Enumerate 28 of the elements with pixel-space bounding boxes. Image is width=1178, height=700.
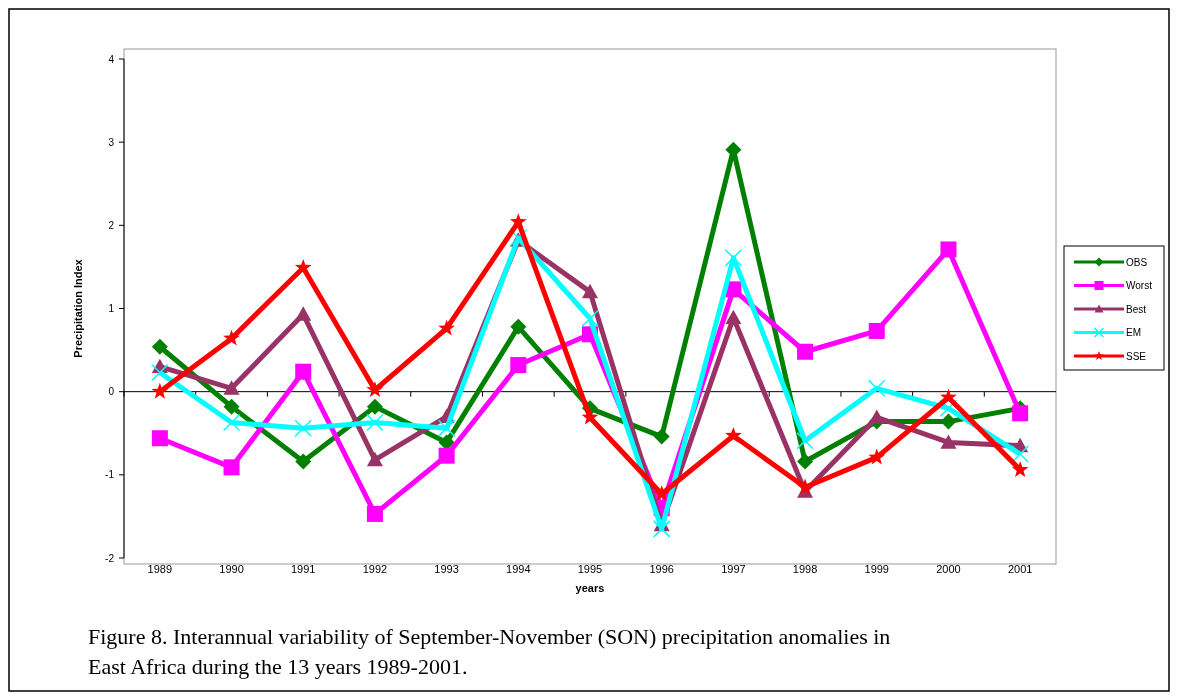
x-tick-label: 1999 <box>864 563 890 575</box>
legend-label: Best <box>1126 303 1147 315</box>
x-tick-label: 1994 <box>506 563 531 575</box>
y-axis-title: Precipitation Index <box>72 258 84 358</box>
x-tick-label: 1996 <box>649 563 674 575</box>
legend-label: SSE <box>1126 350 1147 362</box>
y-tick-label: 3 <box>108 136 115 148</box>
legend-label: OBS <box>1126 256 1148 268</box>
x-tick-label: 2001 <box>1007 563 1033 575</box>
x-tick-label: 1990 <box>219 563 244 575</box>
y-tick-label: -1 <box>105 469 115 481</box>
y-tick-label: 4 <box>108 53 115 65</box>
y-tick-label: 0 <box>108 386 115 398</box>
legend-label: EM <box>1126 327 1141 338</box>
text: Figure 8. Interannual variability of September-November (SON) precipitation anomalies in East Africa during the 13 years 1989-2001. <box>88 624 891 679</box>
x-tick-label: 1992 <box>362 563 388 575</box>
x-tick-label: 1995 <box>577 563 603 575</box>
x-tick-label: 1993 <box>434 563 459 575</box>
x-axis-title: years <box>575 582 605 594</box>
y-tick-label: 1 <box>108 303 115 314</box>
x-tick-label: 1989 <box>147 563 173 575</box>
y-tick-label: -2 <box>105 552 115 564</box>
legend-label: Worst <box>1126 280 1153 291</box>
y-tick-label: 2 <box>108 219 115 231</box>
x-tick-label: 1997 <box>721 563 746 575</box>
x-tick-label: 1998 <box>792 563 818 575</box>
x-tick-label: 2000 <box>936 563 961 575</box>
x-tick-label: 1991 <box>290 563 316 575</box>
